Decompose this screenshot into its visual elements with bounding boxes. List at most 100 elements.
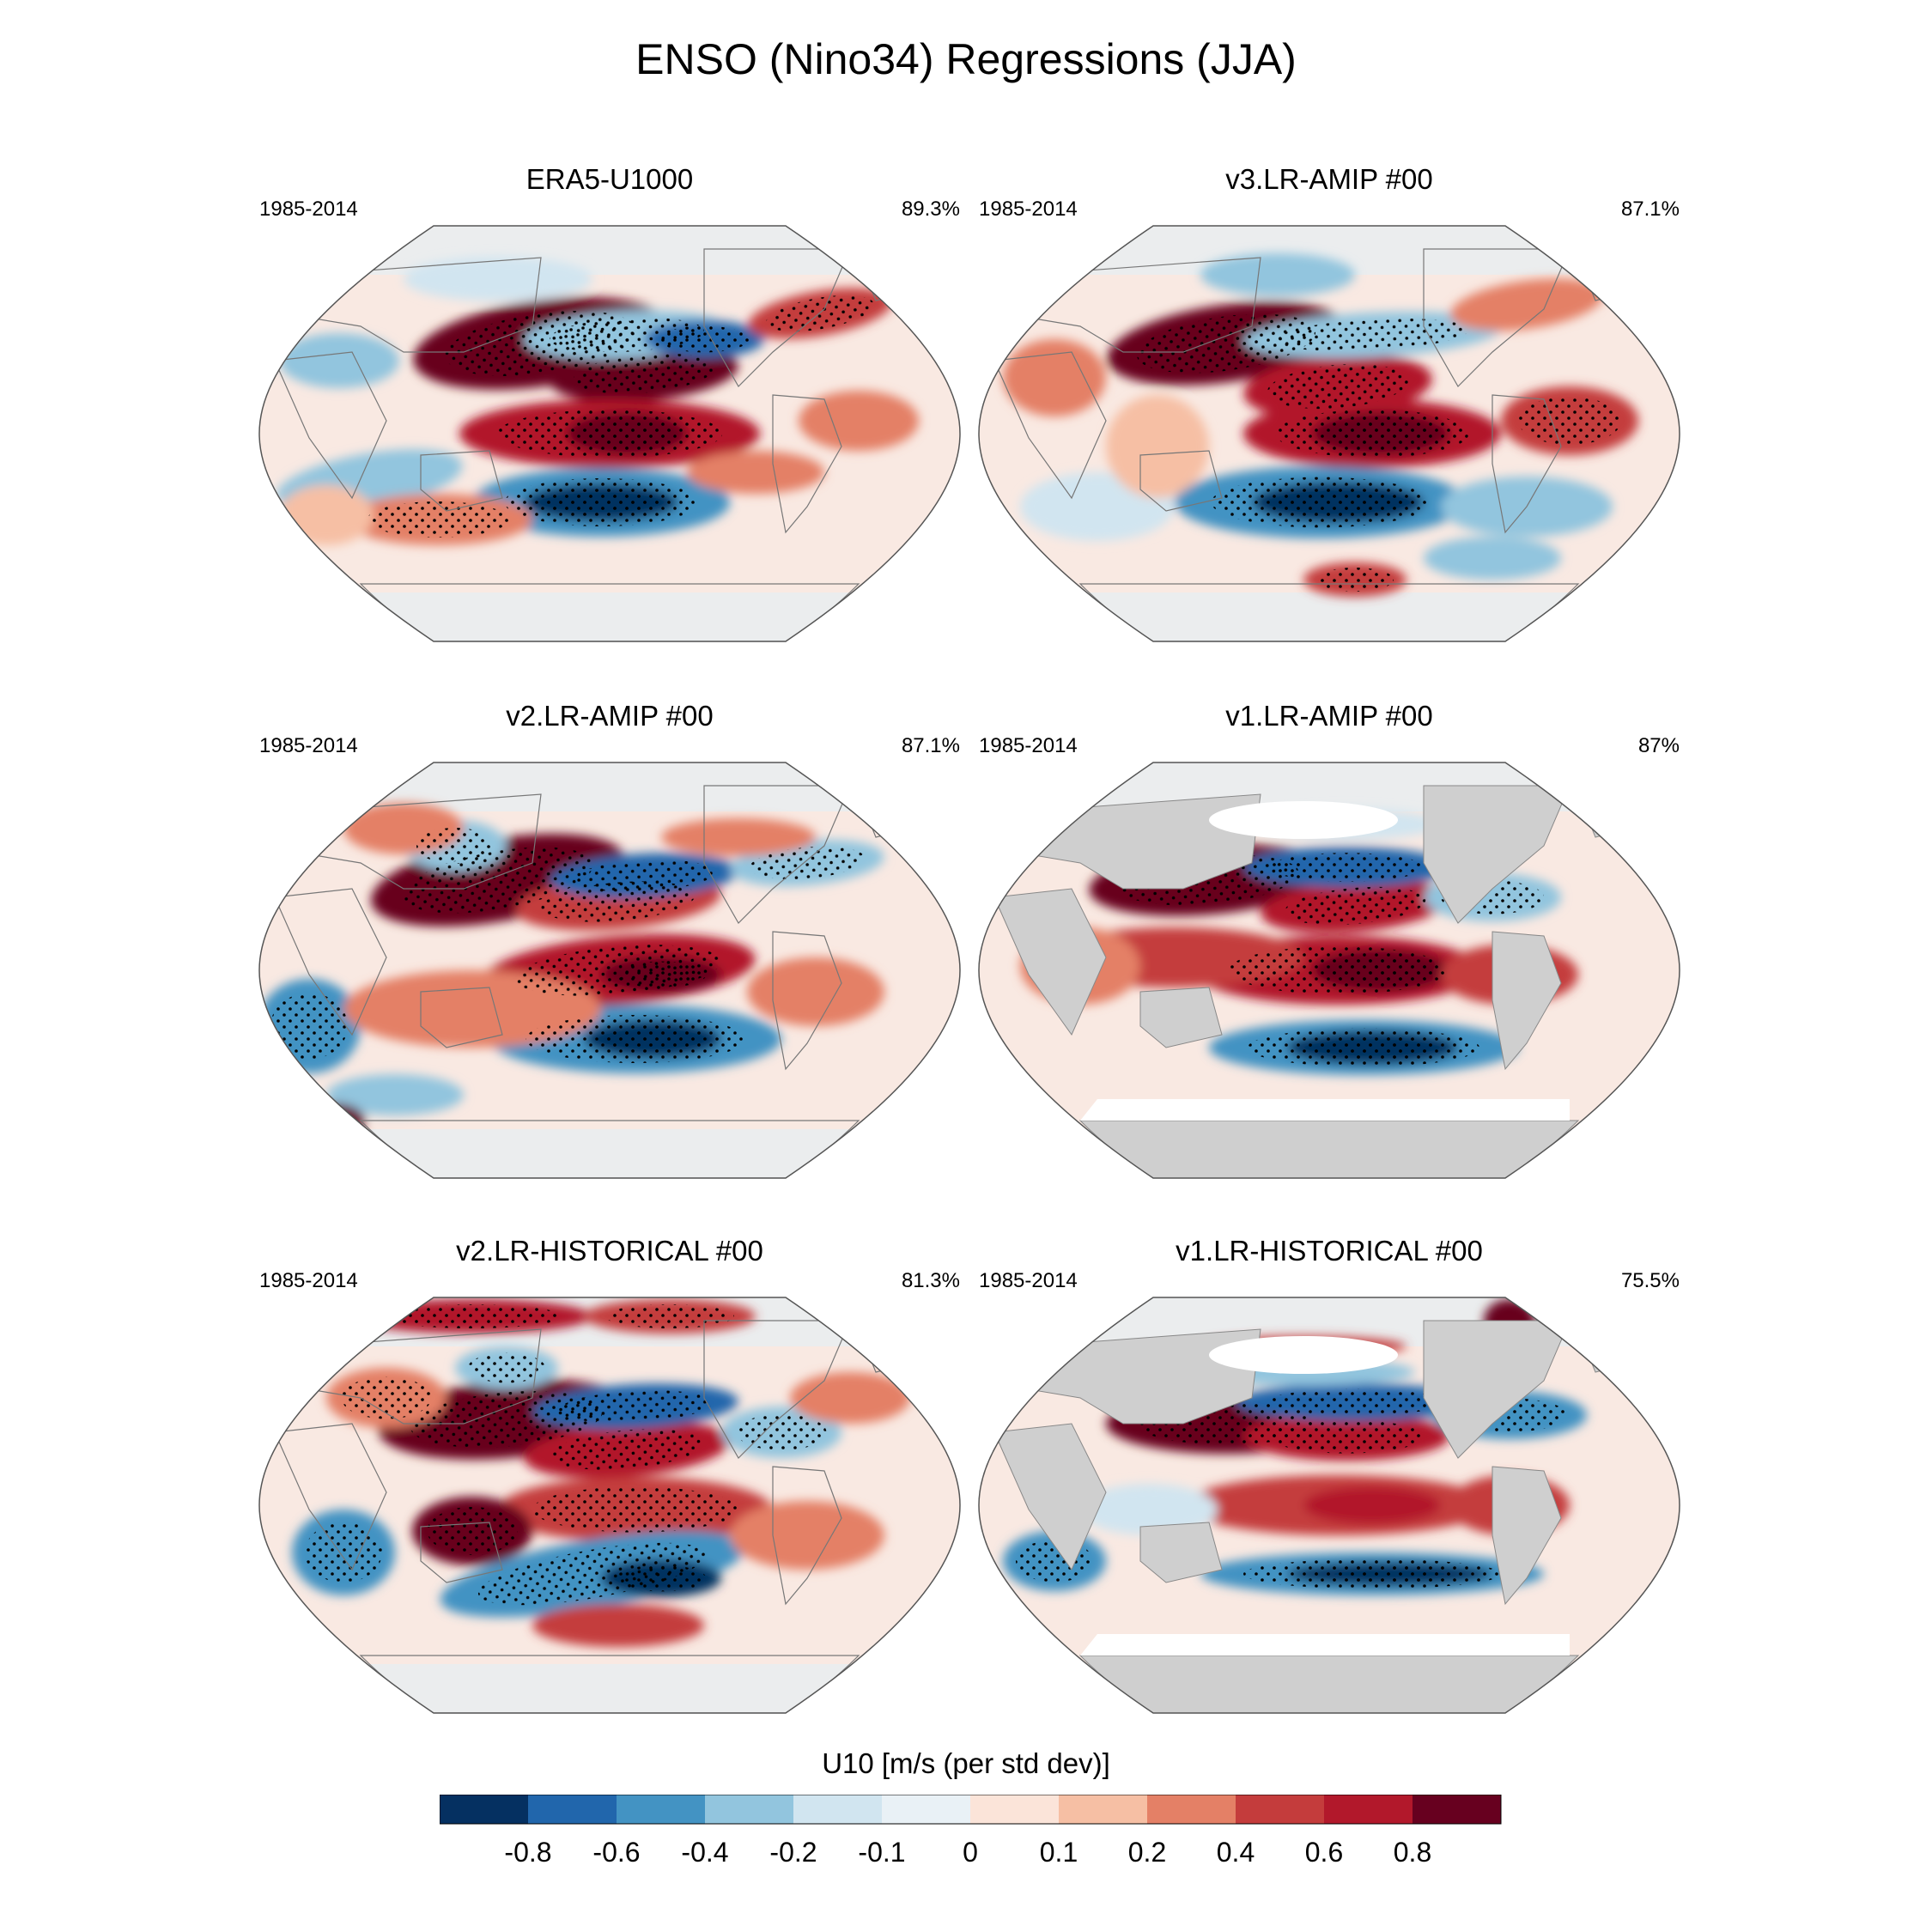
map-border: [978, 1297, 1680, 1714]
panel-percent: 87.1%: [901, 734, 960, 757]
panel-title: v3.LR-AMIP #00: [1225, 163, 1433, 195]
significance-stipple: [367, 501, 509, 538]
colorbar-tick-label: 0.4: [1217, 1837, 1255, 1868]
significance-stipple: [1329, 418, 1432, 449]
significance-stipple: [581, 418, 672, 449]
significance-stipple: [427, 1507, 518, 1555]
panel-title: v2.LR-HISTORICAL #00: [456, 1235, 763, 1267]
significance-stipple: [558, 1390, 713, 1423]
map-field: [978, 1297, 1680, 1714]
significance-stipple: [1269, 853, 1424, 882]
coastline: [772, 931, 842, 1071]
panel-period: 1985-2014: [259, 734, 358, 757]
land-mask: [1078, 1120, 1580, 1178]
land-mask: [993, 1423, 1107, 1571]
coastline: [993, 351, 1107, 500]
panel-period: 1985-2014: [259, 197, 358, 221]
map-border: [978, 762, 1680, 1179]
field-blob: [1200, 253, 1355, 296]
colorbar-swatch: [970, 1795, 1059, 1824]
panel-title: v1.LR-HISTORICAL #00: [1176, 1235, 1483, 1267]
colorbar-tick-label: -0.4: [681, 1837, 728, 1868]
sea-ice-mask: [1209, 801, 1398, 839]
map-field: [258, 762, 961, 1179]
sea-ice-mask: [1209, 1336, 1398, 1374]
significance-stipple: [1312, 1565, 1467, 1583]
significance-stipple: [468, 1352, 545, 1383]
significance-stipple: [1136, 313, 1316, 374]
map-border: [258, 1297, 961, 1714]
colorbar-tick-label: 0.1: [1040, 1837, 1078, 1868]
map-border: [258, 225, 961, 642]
significance-stipple: [382, 1304, 562, 1328]
significance-stipple: [659, 325, 750, 353]
map-panel-era5: ERA5-U1000 1985-2014 89.3%: [258, 163, 962, 644]
significance-stipple: [616, 961, 707, 988]
map-panel-v2-historical: v2.LR-HISTORICAL #00 1985-2014 81.3%: [258, 1235, 962, 1716]
coastline: [420, 1522, 503, 1583]
land-mask: [1078, 1655, 1580, 1713]
panel-title: ERA5-U1000: [526, 163, 694, 195]
sea-ice-mask: [1080, 1099, 1570, 1121]
colorbar-tick-label: 0.2: [1128, 1837, 1166, 1868]
coastline: [274, 888, 387, 1036]
significance-stipple: [766, 295, 874, 332]
significance-stipple: [736, 1414, 827, 1450]
field-blob: [1303, 1486, 1441, 1524]
map-border: [258, 762, 961, 1179]
significance-stipple: [749, 846, 866, 880]
colorbar-tick-label: 0: [963, 1837, 978, 1868]
significance-stipple: [1275, 318, 1469, 352]
significance-stipple: [541, 881, 696, 922]
significance-stipple: [1284, 886, 1426, 926]
field-blob: [1449, 278, 1604, 331]
significance-stipple: [1329, 955, 1432, 986]
map-panel-v1-historical: v1.LR-HISTORICAL #00 1985-2014 75.5%: [977, 1235, 1681, 1716]
colorbar-swatch: [793, 1795, 882, 1824]
significance-stipple: [305, 1522, 382, 1583]
significance-stipple: [550, 1429, 704, 1470]
colorbar-tick-label: 0.6: [1305, 1837, 1343, 1868]
coastline: [420, 987, 503, 1048]
field-blob: [326, 1074, 464, 1115]
colorbar-frame: [440, 1795, 1502, 1825]
panel-period: 1985-2014: [979, 1269, 1078, 1292]
field-blob: [799, 391, 919, 451]
colorbar-tick-label: 0.8: [1394, 1837, 1431, 1868]
panel-percent: 87%: [1637, 734, 1680, 757]
coastline: [772, 1466, 842, 1606]
map-field: [258, 1297, 961, 1714]
field-blob: [1424, 537, 1561, 580]
significance-stipple: [1518, 397, 1621, 445]
significance-stipple: [532, 1486, 738, 1533]
colorbar: -0.8 -0.6 -0.4 -0.2 -0.1 0 0.1 0.2 0.4 0.6 0.8: [440, 1795, 1502, 1868]
panel-title: v1.LR-AMIP #00: [1225, 700, 1433, 732]
map-band: [259, 226, 960, 275]
colorbar-swatch: [1147, 1795, 1236, 1824]
coastline: [1492, 394, 1562, 534]
map-band: [259, 1664, 960, 1713]
panel-period: 1985-2014: [979, 734, 1078, 757]
colorbar-tick-label: -0.6: [592, 1837, 640, 1868]
map-band: [259, 1129, 960, 1178]
panel-title: v2.LR-AMIP #00: [506, 700, 714, 732]
map-border: [978, 225, 1680, 642]
panel-percent: 87.1%: [1620, 197, 1680, 221]
field-blob: [1106, 395, 1209, 498]
significance-stipple: [1265, 1388, 1445, 1416]
panel-period: 1985-2014: [979, 197, 1078, 221]
coastline: [420, 450, 503, 512]
significance-stipple: [341, 1376, 432, 1419]
significance-stipple: [1269, 1419, 1424, 1454]
field-blob: [790, 1372, 910, 1424]
sea-ice-mask: [1080, 1634, 1570, 1656]
significance-stipple: [616, 1564, 707, 1592]
colorbar-swatch: [528, 1795, 617, 1824]
significance-stipple: [601, 1025, 704, 1053]
significance-stipple: [1308, 1036, 1437, 1060]
significance-stipple: [416, 828, 494, 864]
coastline: [274, 351, 387, 500]
panel-percent: 75.5%: [1620, 1269, 1680, 1292]
colorbar-swatch: [1413, 1795, 1501, 1824]
map-field: [978, 762, 1680, 1179]
